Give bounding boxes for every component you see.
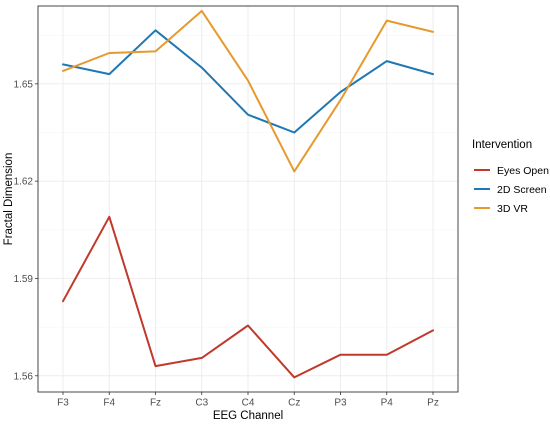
y-axis-title: Fractal Dimension [3,153,15,246]
legend-label: 2D Screen [497,184,547,196]
x-tick-label: P4 [381,398,394,409]
x-axis-title: EEG Channel [213,410,283,422]
y-tick-label: 1.59 [14,274,34,285]
x-tick-label: Fz [150,398,161,409]
series-line-2d-screen [62,29,434,134]
series-lines [62,9,434,379]
x-tick-label: F3 [57,398,69,409]
x-tick-label: C3 [195,398,208,409]
series-line-3d-vr [62,9,434,173]
legend: Intervention Eyes Open 2D Screen 3D VR [472,139,549,215]
x-tick-label: C4 [242,398,255,409]
legend-label: 3D VR [497,203,528,215]
y-tick-label: 1.56 [14,371,34,382]
x-tick-label: Cz [288,398,300,409]
axes: 1.56 1.59 1.62 1.65 F3 F4 Fz C3 C4 Cz P3 P4 Pz [14,79,439,408]
x-tick-label: F4 [103,398,115,409]
x-tick-label: P3 [334,398,347,409]
series-line-eyes-open [62,215,434,379]
y-tick-label: 1.62 [14,177,34,188]
x-tick-label: Pz [427,398,439,409]
legend-label: Eyes Open [497,165,549,177]
legend-title: Intervention [472,139,532,151]
grid [38,6,458,392]
y-tick-label: 1.65 [14,79,34,90]
